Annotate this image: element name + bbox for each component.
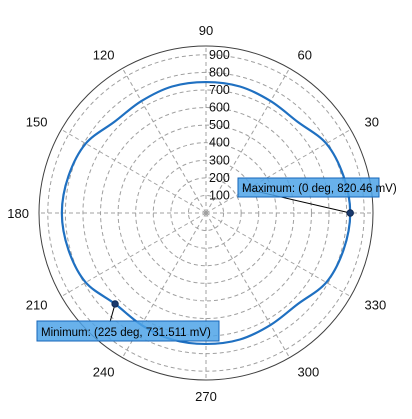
label-layer: 30 60 90 120 150 180 210 240 270 300 330 100 200 300 4…	[7, 23, 386, 404]
spoke-210	[61, 212, 207, 297]
angle-label-90: 90	[199, 23, 213, 38]
annotation-box-0	[237, 177, 380, 198]
angle-label-120: 120	[93, 48, 115, 63]
radial-label-300: 300	[209, 153, 230, 167]
grid-ring-900	[47, 54, 365, 372]
angle-label-180: 180	[7, 206, 29, 221]
radial-label-700: 700	[209, 83, 230, 97]
angle-label-330: 330	[365, 298, 387, 313]
radial-label-600: 600	[209, 101, 230, 115]
radial-label-900: 900	[209, 48, 230, 62]
angle-label-240: 240	[93, 365, 115, 380]
spoke-330	[205, 212, 351, 297]
angle-label-150: 150	[26, 115, 48, 130]
annotation-marker-1	[111, 300, 119, 308]
radial-label-800: 800	[209, 65, 230, 79]
angle-label-300: 300	[298, 365, 320, 380]
annotation-text-1: Minimum: (225 deg, 731.511 mV)	[41, 327, 211, 339]
annotation-layer: Maximum: (0 deg, 820.46 mV) Minimum: (225…	[36, 177, 397, 342]
radial-label-200: 200	[209, 171, 230, 185]
grid-ring-700	[82, 89, 330, 337]
radial-label-400: 400	[209, 136, 230, 150]
radial-label-100: 100	[209, 188, 230, 202]
radial-label-500: 500	[209, 118, 230, 132]
annotation-box-1	[36, 320, 220, 342]
spoke-150	[61, 129, 207, 214]
angle-label-210: 210	[26, 298, 48, 313]
annotation-text-0: Maximum: (0 deg, 820.46 mV)	[242, 183, 397, 195]
angle-label-30: 30	[365, 115, 379, 130]
series-layer	[60, 80, 352, 346]
annotation-marker-0	[346, 209, 354, 217]
outer-ring	[38, 45, 374, 381]
series-line-0	[60, 80, 352, 346]
angle-label-60: 60	[298, 48, 312, 63]
angle-label-270: 270	[195, 389, 217, 404]
